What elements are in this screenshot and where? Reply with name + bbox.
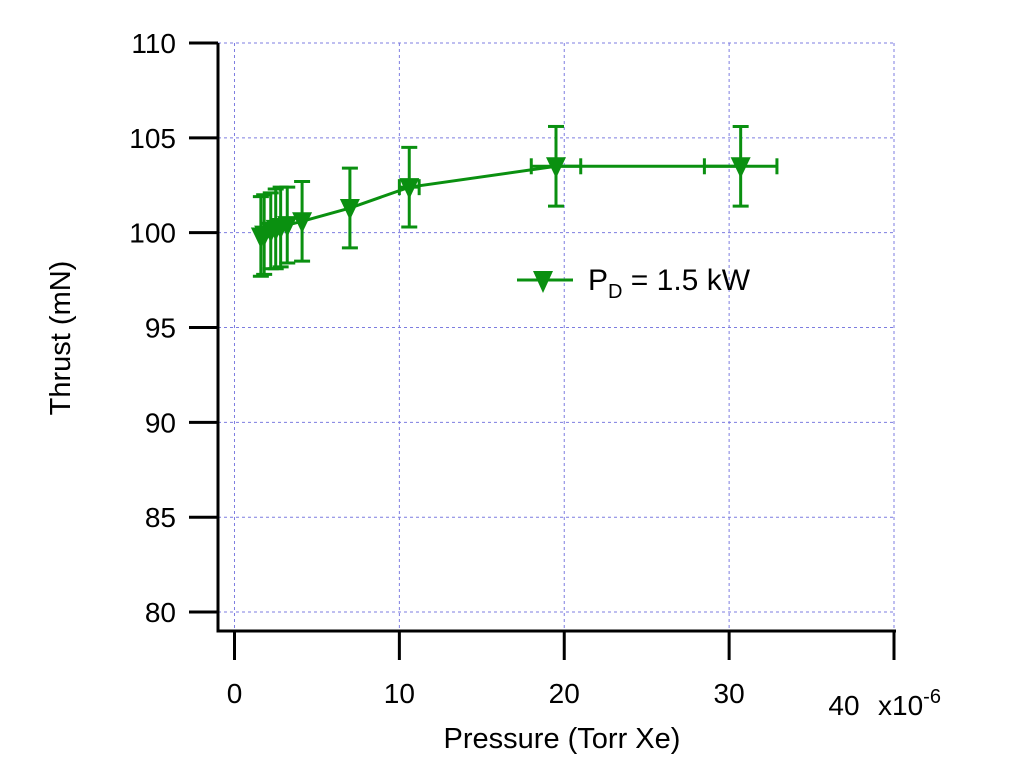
data-point bbox=[546, 157, 566, 179]
y-ticks: 80 85 90 95 100 105 110 bbox=[129, 28, 218, 628]
x-axis-multiplier: x10-6 bbox=[878, 686, 941, 721]
x-tick-label: 0 bbox=[227, 678, 243, 709]
x-tick-label: 30 bbox=[714, 678, 745, 709]
legend-marker bbox=[533, 271, 553, 293]
series bbox=[250, 124, 779, 278]
y-tick-label: 85 bbox=[145, 502, 176, 533]
legend-label: PD = 1.5 kW bbox=[588, 264, 751, 303]
data-point bbox=[730, 157, 751, 179]
legend-label-sub: D bbox=[608, 281, 622, 303]
data-point bbox=[292, 212, 313, 234]
y-tick-label: 80 bbox=[145, 597, 176, 628]
x-multiplier-text: x10 bbox=[878, 690, 923, 721]
x-ticks: 0 10 20 30 40 bbox=[227, 631, 896, 721]
data-point bbox=[399, 178, 420, 200]
y-tick-label: 110 bbox=[131, 28, 176, 59]
x-tick-label: 20 bbox=[549, 678, 580, 709]
data-point bbox=[339, 199, 360, 221]
x-tick-label: 40 bbox=[828, 690, 859, 721]
axes bbox=[216, 43, 896, 633]
x-axis-title: Pressure (Torr Xe) bbox=[444, 723, 681, 755]
legend-label-rest: = 1.5 kW bbox=[622, 264, 750, 297]
legend-label-main: P bbox=[588, 264, 608, 297]
y-tick-label: 105 bbox=[129, 123, 176, 154]
y-axis-title: Thrust (mN) bbox=[45, 261, 77, 416]
legend: PD = 1.5 kW bbox=[517, 264, 751, 303]
data-point bbox=[277, 216, 298, 238]
x-multiplier-exponent: -6 bbox=[923, 686, 941, 708]
y-tick-label: 95 bbox=[145, 313, 176, 344]
y-tick-label: 90 bbox=[145, 407, 176, 438]
series-line bbox=[260, 164, 741, 238]
x-tick-label: 10 bbox=[384, 678, 415, 709]
y-tick-label: 100 bbox=[129, 218, 176, 249]
